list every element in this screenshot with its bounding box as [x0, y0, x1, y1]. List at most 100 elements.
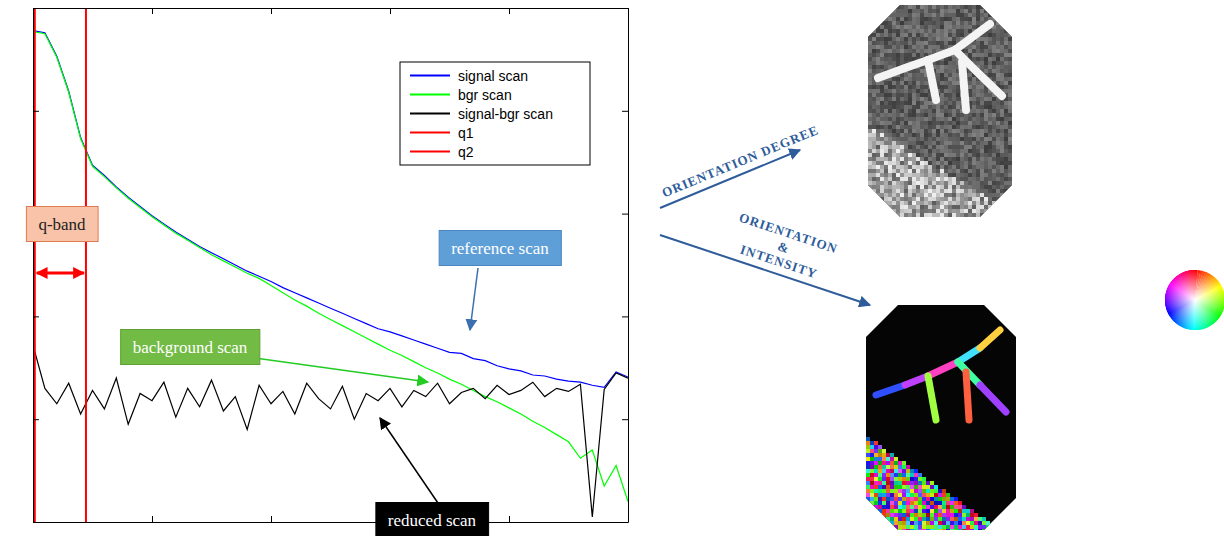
image-pixel — [916, 205, 920, 209]
image-pixel — [956, 205, 960, 209]
image-pixel — [888, 117, 892, 121]
image-pixel — [996, 161, 1000, 165]
image-pixel — [924, 201, 928, 205]
image-pixel — [868, 61, 872, 65]
image-pixel — [868, 193, 872, 197]
image-pixel — [956, 133, 960, 137]
image-pixel — [868, 197, 872, 201]
image-pixel — [936, 65, 940, 69]
image-pixel — [1004, 37, 1008, 41]
image-pixel — [888, 129, 892, 133]
image-pixel — [960, 33, 964, 37]
annotation-box — [121, 330, 260, 365]
image-pixel — [876, 157, 880, 161]
image-pixel — [912, 97, 916, 101]
image-pixel — [884, 157, 888, 161]
image-pixel — [948, 209, 952, 213]
image-pixel — [880, 93, 884, 97]
image-pixel — [988, 125, 992, 129]
image-pixel — [976, 141, 980, 145]
image-pixel — [892, 33, 896, 37]
image-pixel — [948, 137, 952, 141]
image-pixel — [876, 49, 880, 53]
image-pixel — [976, 189, 980, 193]
image-pixel — [908, 53, 912, 57]
image-pixel — [936, 33, 940, 37]
image-pixel — [952, 157, 956, 161]
image-pixel — [936, 189, 940, 193]
image-pixel — [876, 25, 880, 29]
image-pixel — [880, 169, 884, 173]
image-pixel — [1004, 85, 1008, 89]
image-pixel — [872, 17, 876, 21]
image-pixel — [936, 17, 940, 21]
image-pixel — [932, 5, 936, 9]
image-pixel — [1000, 5, 1004, 9]
image-pixel — [892, 165, 896, 169]
image-pixel — [944, 109, 948, 113]
image-pixel — [920, 181, 924, 185]
image-pixel — [960, 149, 964, 153]
image-pixel — [924, 25, 928, 29]
image-pixel — [948, 77, 952, 81]
image-pixel — [904, 81, 908, 85]
image-pixel — [984, 205, 988, 209]
image-pixel — [892, 201, 896, 205]
image-pixel — [876, 165, 880, 169]
image-pixel — [960, 133, 964, 137]
image-pixel — [872, 21, 876, 25]
image-pixel — [912, 117, 916, 121]
image-pixel — [1008, 117, 1012, 121]
image-pixel — [984, 165, 988, 169]
image-pixel — [880, 97, 884, 101]
image-pixel — [880, 201, 884, 205]
image-ground — [868, 5, 1012, 217]
image-pixel — [936, 145, 940, 149]
image-pixel — [888, 5, 892, 9]
image-pixel — [992, 101, 996, 105]
image-pixel — [904, 157, 908, 161]
image-pixel — [912, 5, 916, 9]
image-pixel — [996, 25, 1000, 29]
image-pixel — [960, 193, 964, 197]
image-pixel — [988, 149, 992, 153]
image-pixel — [1004, 201, 1008, 205]
image-pixel — [876, 57, 880, 61]
image-pixel — [900, 125, 904, 129]
tick-mark — [152, 8, 153, 14]
image-pixel — [868, 153, 872, 157]
image-pixel — [980, 201, 984, 205]
image-pixel — [876, 97, 880, 101]
tick-mark — [33, 419, 39, 420]
image-pixel — [932, 173, 936, 177]
image-pixel — [1000, 129, 1004, 133]
image-pixel — [884, 137, 888, 141]
image-pixel — [888, 61, 892, 65]
image-pixel — [964, 21, 968, 25]
image-pixel — [904, 181, 908, 185]
image-pixel — [924, 133, 928, 137]
image-pixel — [920, 141, 924, 145]
image-pixel — [880, 117, 884, 121]
image-pixel — [964, 137, 968, 141]
image-pixel — [1000, 209, 1004, 213]
image-pixel — [868, 25, 872, 29]
image-pixel — [948, 65, 952, 69]
tick — [390, 8, 391, 14]
image-pixel — [948, 117, 952, 121]
image-pixel — [968, 73, 972, 77]
image-pixel — [940, 157, 944, 161]
image-pixel — [996, 81, 1000, 85]
image-pixel — [908, 41, 912, 45]
image-pixel — [924, 93, 928, 97]
image-pixel — [948, 189, 952, 193]
image-pixel — [920, 29, 924, 33]
image-pixel — [944, 185, 948, 189]
image-pixel — [904, 17, 908, 21]
image-pixel — [876, 193, 880, 197]
image-pixel — [916, 97, 920, 101]
image-pixel — [888, 185, 892, 189]
image-pixel — [900, 169, 904, 173]
image-pixel — [908, 25, 912, 29]
image-pixel — [928, 193, 932, 197]
